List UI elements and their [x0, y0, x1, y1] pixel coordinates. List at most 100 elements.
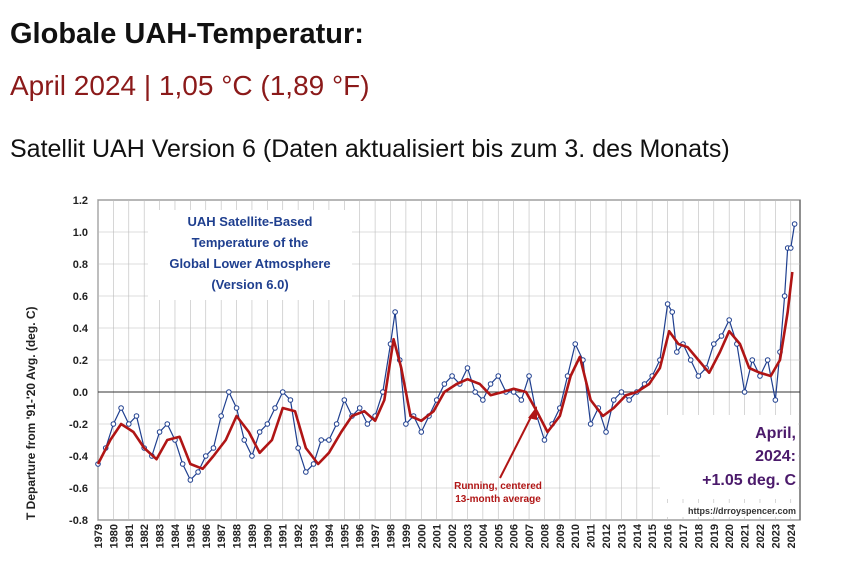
- x-tick-label: 1991: [278, 524, 290, 548]
- monthly-point: [603, 429, 609, 435]
- y-tick-label: -0.4: [69, 451, 89, 463]
- y-tick-label: -0.6: [69, 483, 88, 495]
- running-average-arrow: [499, 414, 533, 479]
- x-tick-label: 1988: [232, 524, 244, 548]
- monthly-point: [718, 333, 725, 339]
- monthly-point: [241, 437, 248, 443]
- x-tick-label: 1999: [401, 524, 413, 548]
- monthly-point: [669, 309, 676, 315]
- x-tick-label: 2017: [678, 524, 690, 548]
- x-tick-label: 2004: [478, 523, 490, 548]
- monthly-point: [472, 389, 478, 395]
- monthly-point: [403, 421, 409, 427]
- x-tick-label: 1998: [386, 524, 398, 548]
- monthly-point: [541, 437, 548, 443]
- monthly-point: [610, 397, 617, 403]
- monthly-point: [741, 389, 748, 395]
- y-tick-label: 0.2: [73, 355, 88, 367]
- x-tick-label: 2015: [647, 524, 659, 548]
- monthly-point: [333, 421, 340, 427]
- monthly-point: [310, 461, 317, 467]
- running-average-note-line-1: Running, centered: [454, 481, 542, 492]
- monthly-point: [626, 397, 632, 403]
- x-tick-label: 1994: [324, 523, 336, 548]
- x-tick-label: 1990: [262, 524, 274, 548]
- monthly-point: [618, 389, 625, 395]
- monthly-point: [264, 421, 271, 427]
- x-tick-label: 1997: [370, 524, 382, 548]
- monthly-point: [781, 293, 788, 299]
- x-tick-label: 1996: [355, 524, 367, 548]
- x-tick-label: 1979: [93, 524, 105, 548]
- x-tick-label: 2023: [770, 524, 782, 548]
- x-tick-label: 1985: [185, 524, 197, 548]
- x-tick-label: 2018: [693, 524, 705, 548]
- x-tick-label: 2003: [462, 524, 474, 548]
- monthly-point: [164, 421, 171, 427]
- running-average-note-line-2: 13-month average: [455, 494, 541, 505]
- april-callout: April, 2024: +1.05 deg. C: [660, 415, 798, 499]
- running-average-note: Running, centered 13-month average: [454, 406, 542, 505]
- x-tick-label: 2000: [416, 524, 428, 548]
- monthly-point: [364, 421, 371, 427]
- monthly-point: [110, 421, 117, 427]
- x-tick-label: 2009: [555, 524, 567, 548]
- x-tick-label: 2016: [663, 524, 675, 548]
- x-tick-label: 1987: [216, 524, 228, 548]
- y-tick-label: 0.8: [73, 259, 88, 271]
- monthly-point: [210, 445, 217, 451]
- monthly-point: [526, 373, 532, 379]
- monthly-point: [341, 397, 348, 403]
- y-tick-label: 0.4: [73, 323, 89, 335]
- y-tick-label: -0.2: [69, 419, 88, 431]
- monthly-point: [226, 389, 232, 395]
- x-tick-label: 2010: [570, 524, 582, 548]
- x-tick-label: 2011: [586, 524, 598, 548]
- arrow-head: [528, 406, 537, 420]
- monthly-point: [133, 413, 140, 419]
- monthly-point: [156, 429, 163, 435]
- monthly-point: [487, 381, 494, 387]
- x-tick-label: 2007: [524, 524, 536, 548]
- monthly-point: [392, 309, 398, 315]
- monthly-point: [518, 397, 525, 403]
- monthly-point: [356, 405, 363, 411]
- y-tick-label: 1.0: [73, 227, 88, 239]
- monthly-point: [249, 453, 255, 459]
- monthly-point: [787, 245, 794, 251]
- page-title: Globale UAH-Temperatur:: [10, 18, 364, 50]
- x-tick-label: 2001: [432, 524, 444, 548]
- monthly-point: [279, 389, 286, 395]
- x-tick-label: 1984: [170, 523, 182, 548]
- monthly-point: [202, 453, 209, 459]
- monthly-point: [326, 437, 332, 443]
- monthly-point: [318, 437, 325, 443]
- x-tick-label: 1995: [339, 524, 351, 548]
- monthly-point: [187, 477, 194, 483]
- monthly-point: [587, 421, 594, 427]
- monthly-point: [218, 413, 224, 419]
- monthly-point: [791, 221, 798, 227]
- monthly-point: [272, 405, 278, 411]
- running-average-line: [96, 271, 794, 471]
- chart-title-line-2: Temperature of the: [192, 235, 309, 250]
- y-tick-label: 1.2: [73, 195, 88, 207]
- monthly-point: [125, 421, 132, 427]
- chart-title-line-1: UAH Satellite-Based: [188, 214, 313, 229]
- y-axis-label: T Departure from '91-'20 Avg. (deg. C): [24, 306, 38, 520]
- chart-title-line-4: (Version 6.0): [211, 277, 288, 292]
- x-tick-label: 1982: [139, 524, 151, 548]
- running-average-series: [96, 271, 794, 471]
- x-tick-label: 2024: [786, 523, 798, 548]
- y-tick-label: 0.0: [73, 387, 88, 399]
- x-tick-label: 2020: [724, 524, 736, 548]
- x-tick-label: 2013: [616, 524, 628, 548]
- monthly-point: [726, 317, 732, 323]
- monthly-point: [295, 445, 301, 451]
- monthly-point: [464, 365, 471, 371]
- monthly-point: [674, 349, 680, 355]
- monthly-point: [195, 469, 201, 475]
- x-tick-label: 2008: [539, 524, 551, 548]
- x-tick-label: 1983: [155, 524, 167, 548]
